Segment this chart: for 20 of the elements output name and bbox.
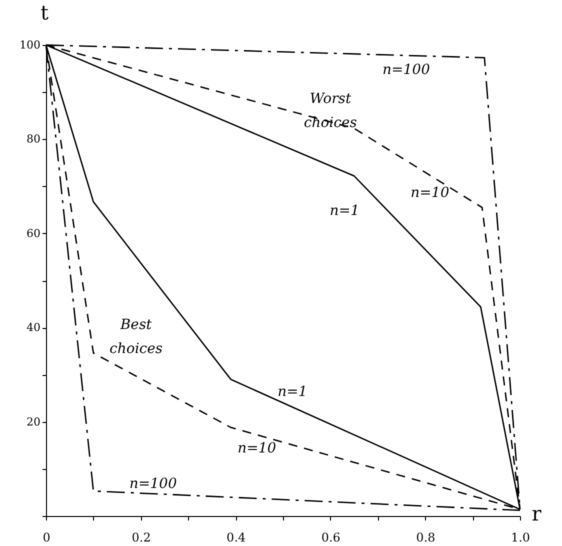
annotation: n=1 <box>278 384 308 400</box>
annotation: Best choices <box>110 317 163 358</box>
x-tick-label: 1.0 <box>510 530 530 544</box>
y-tick-label: 80 <box>26 132 40 146</box>
x-tick-label: 0.4 <box>226 530 246 544</box>
x-tick-label: 0.2 <box>132 530 151 544</box>
annotation: n=10 <box>410 184 450 201</box>
y-axis-title: t <box>40 0 49 24</box>
x-tick-label: 0.8 <box>416 530 436 544</box>
y-tick-label: 20 <box>26 415 40 428</box>
annotation: n=10 <box>238 440 276 457</box>
x-axis-title: r <box>532 502 542 526</box>
annotation: n=1 <box>330 202 360 219</box>
annotation: n=100 <box>129 476 177 492</box>
y-tick-label: 60 <box>26 226 40 240</box>
y-tick-label: 100 <box>20 38 40 52</box>
annotation: n=100 <box>382 62 430 78</box>
x-tick-label: 0 <box>42 530 50 544</box>
x-tick-label: 0.6 <box>321 530 340 544</box>
y-tick-label: 40 <box>26 321 40 334</box>
